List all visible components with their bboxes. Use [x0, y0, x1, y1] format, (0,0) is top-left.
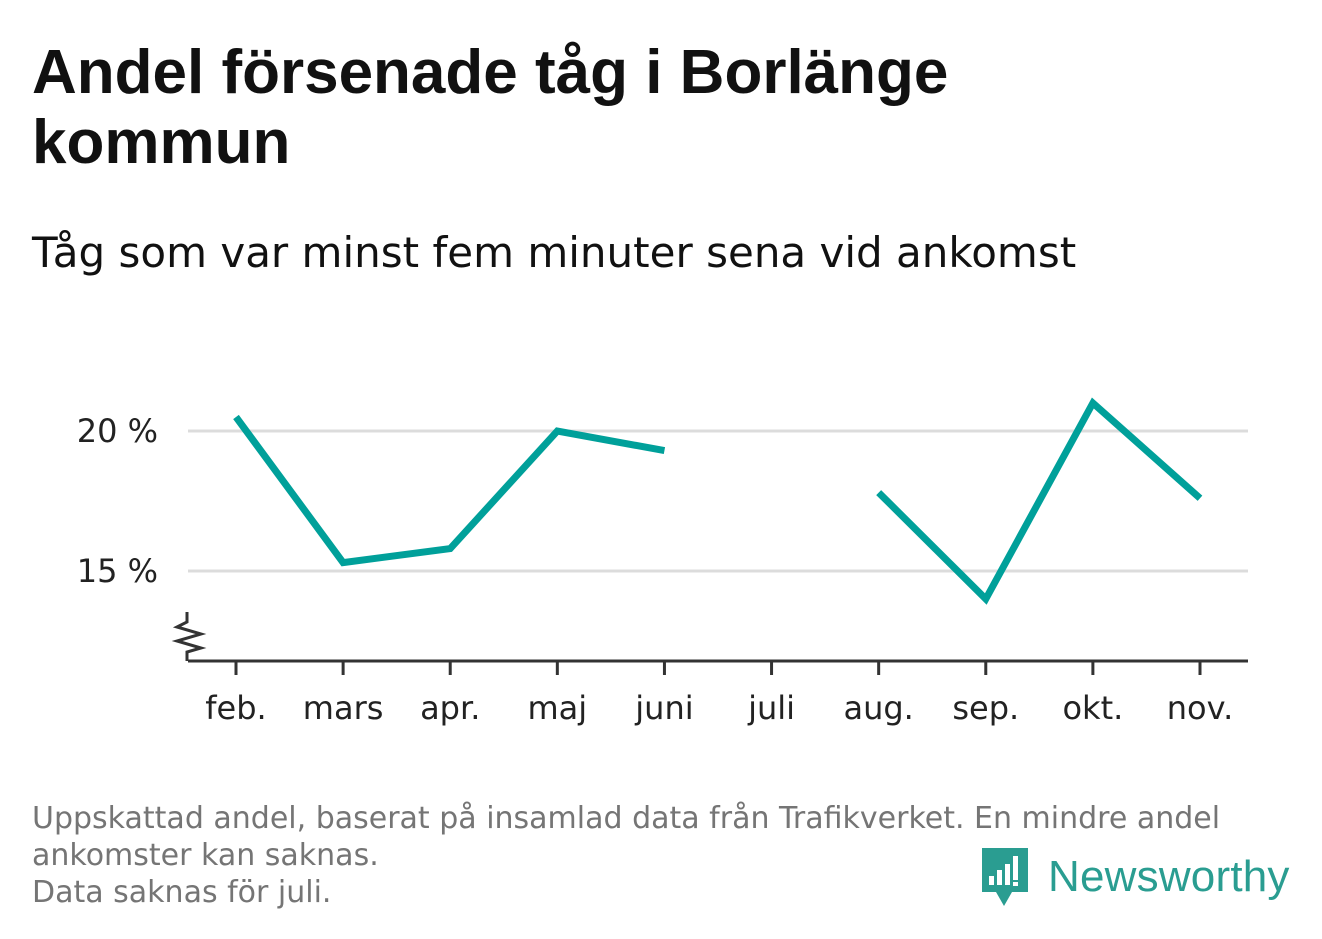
x-tick-label: juli [747, 689, 795, 727]
grid-lines [188, 429, 1248, 573]
axis-break-icon [171, 612, 207, 661]
x-tick-label: aug. [843, 689, 913, 727]
brand-logo: Newsworthy [980, 846, 1290, 908]
series-lines [233, 397, 1203, 605]
series-line [233, 414, 666, 567]
x-tick-label: okt. [1062, 689, 1123, 727]
series-line [876, 397, 1203, 605]
page-title: Andel försenade tåg i Borlänge kommun [32, 38, 949, 177]
x-tick-label: maj [527, 689, 587, 727]
x-tick-label: mars [303, 689, 384, 727]
footnote-missing-data: Data saknas för juli. [32, 875, 332, 910]
x-tick-label: feb. [205, 689, 266, 727]
chart-subtitle: Tåg som var minst fem minuter sena vid a… [32, 228, 1077, 277]
brand-name: Newsworthy [1048, 852, 1290, 901]
x-tick-label: sep. [952, 689, 1019, 727]
y-tick-label: 15 % [77, 552, 158, 590]
x-tick-label: nov. [1167, 689, 1233, 727]
y-axis-ticks: 15 % 20 % [77, 412, 158, 590]
bar-chart-speech-bubble-icon [982, 848, 1028, 906]
x-tick-label: juni [634, 689, 693, 727]
footnote-source: Uppskattad andel, baserat på insamlad da… [32, 801, 1221, 873]
y-tick-label: 20 % [77, 412, 158, 450]
x-axis-ticks: feb. mars apr. maj juni juli aug. sep. okt. nov. [205, 661, 1233, 727]
x-tick-label: apr. [420, 689, 480, 727]
footnote: Uppskattad andel, baserat på insamlad da… [32, 800, 1292, 911]
